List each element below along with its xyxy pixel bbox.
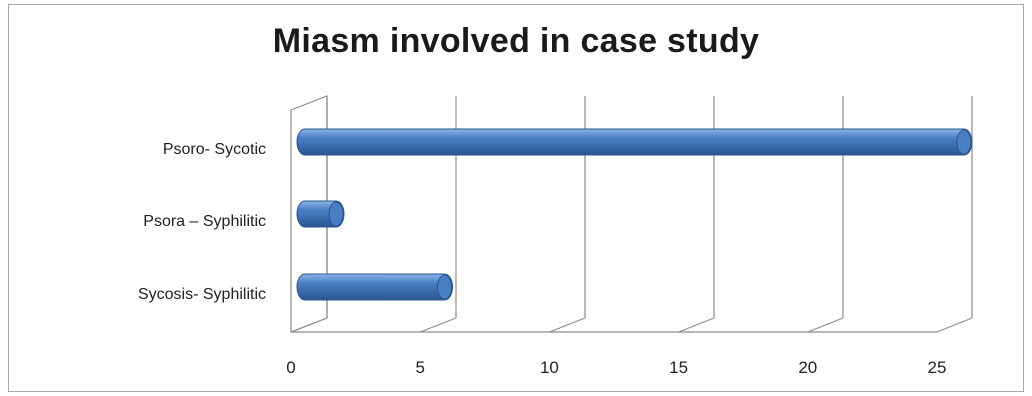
grid-line-floor bbox=[678, 317, 715, 333]
x-tick-label: 20 bbox=[798, 358, 817, 377]
x-tick-label: 15 bbox=[669, 358, 688, 377]
category-label: Psora – Syphilitic bbox=[143, 213, 266, 230]
x-tick-label: 10 bbox=[540, 358, 559, 377]
grid-line-floor bbox=[936, 317, 973, 333]
bar bbox=[296, 200, 345, 228]
category-labels: Psoro- Sycotic Psora – Syphilitic Sycosis-… bbox=[138, 141, 266, 303]
x-tick-label: 25 bbox=[928, 358, 947, 377]
bar-end-cap bbox=[328, 201, 344, 227]
bar bbox=[296, 273, 454, 301]
chart-frame bbox=[8, 4, 1024, 392]
x-tick-label: 5 bbox=[415, 358, 424, 377]
x-axis-tick-labels: 0 5 10 15 20 25 bbox=[286, 358, 946, 377]
bar-end-cap bbox=[956, 129, 972, 155]
bar bbox=[296, 128, 973, 156]
bar-body bbox=[296, 273, 454, 301]
grid-line-floor bbox=[549, 317, 586, 333]
bar-end-cap bbox=[437, 274, 453, 300]
category-label: Sycosis- Syphilitic bbox=[138, 286, 266, 303]
grid-line-floor bbox=[807, 317, 844, 333]
category-label: Psoro- Sycotic bbox=[163, 141, 266, 158]
chart-title: Miasm involved in case study bbox=[272, 22, 760, 60]
grid-line-floor bbox=[290, 317, 328, 333]
grid-line-floor bbox=[419, 317, 457, 333]
bar-body bbox=[296, 128, 973, 156]
bars bbox=[296, 128, 973, 301]
x-tick-label: 0 bbox=[286, 358, 295, 377]
